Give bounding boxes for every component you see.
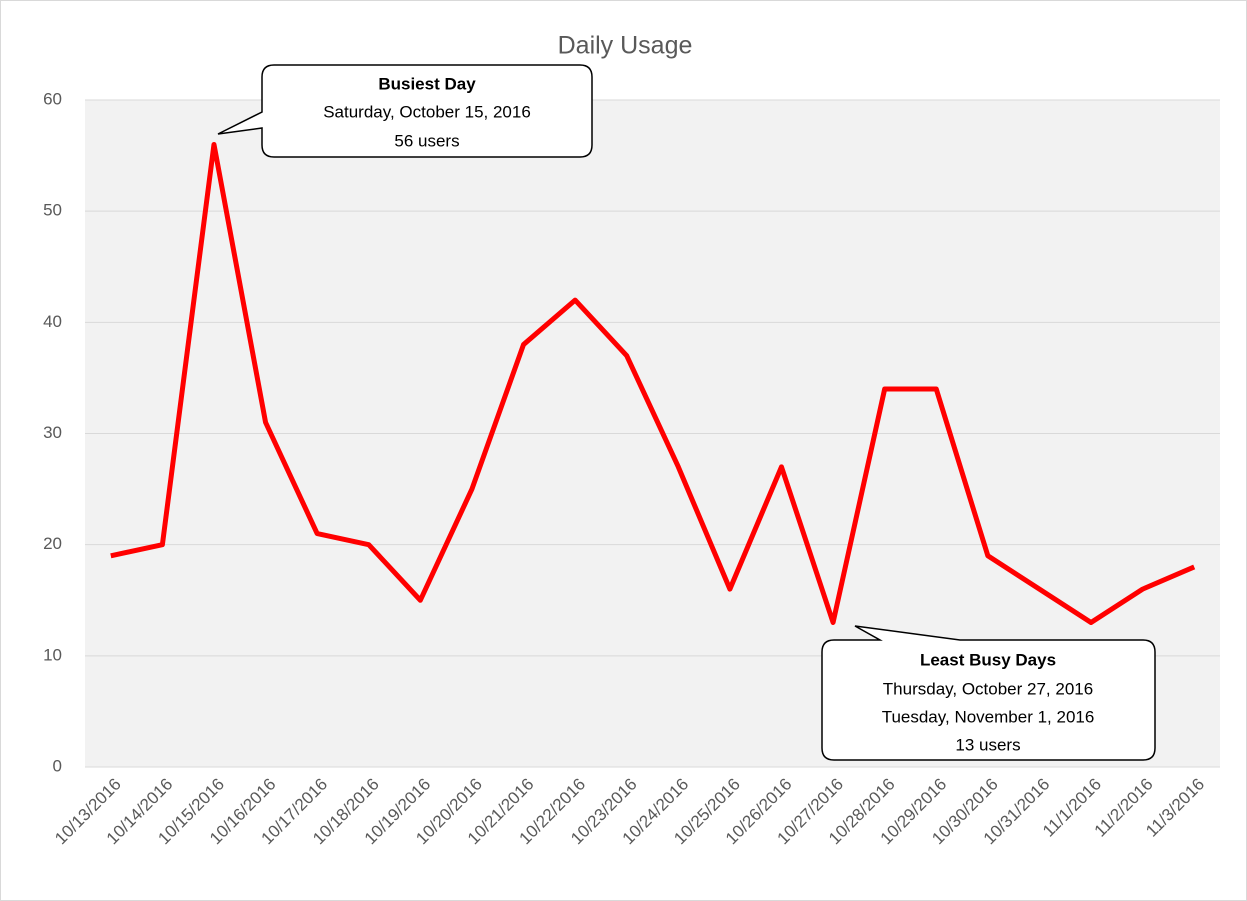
y-tick-label: 30 [43, 423, 62, 442]
y-tick-label: 20 [43, 534, 62, 553]
y-tick-label: 50 [43, 201, 62, 220]
callout-title: Least Busy Days [920, 650, 1056, 669]
callout-busiest: Busiest Day Saturday, October 15, 2016 5… [217, 64, 593, 158]
line-series [110, 141, 1196, 625]
callout-line: Saturday, October 15, 2016 [323, 102, 531, 121]
callout-box [217, 64, 593, 158]
y-tick-label: 40 [43, 312, 62, 331]
callout-least: Least Busy Days Thursday, October 27, 20… [821, 625, 1156, 761]
callout-line: Thursday, October 27, 2016 [883, 679, 1093, 698]
callout-title: Busiest Day [378, 74, 476, 93]
y-tick-label: 0 [53, 756, 62, 775]
callout-box [821, 625, 1156, 761]
callout-line: 13 users [955, 735, 1020, 754]
callout-line: 56 users [394, 131, 459, 150]
y-tick-label: 60 [43, 89, 62, 108]
callout-line: Tuesday, November 1, 2016 [882, 707, 1095, 726]
y-tick-label: 10 [43, 645, 62, 664]
chart-title: Daily Usage [558, 32, 693, 60]
